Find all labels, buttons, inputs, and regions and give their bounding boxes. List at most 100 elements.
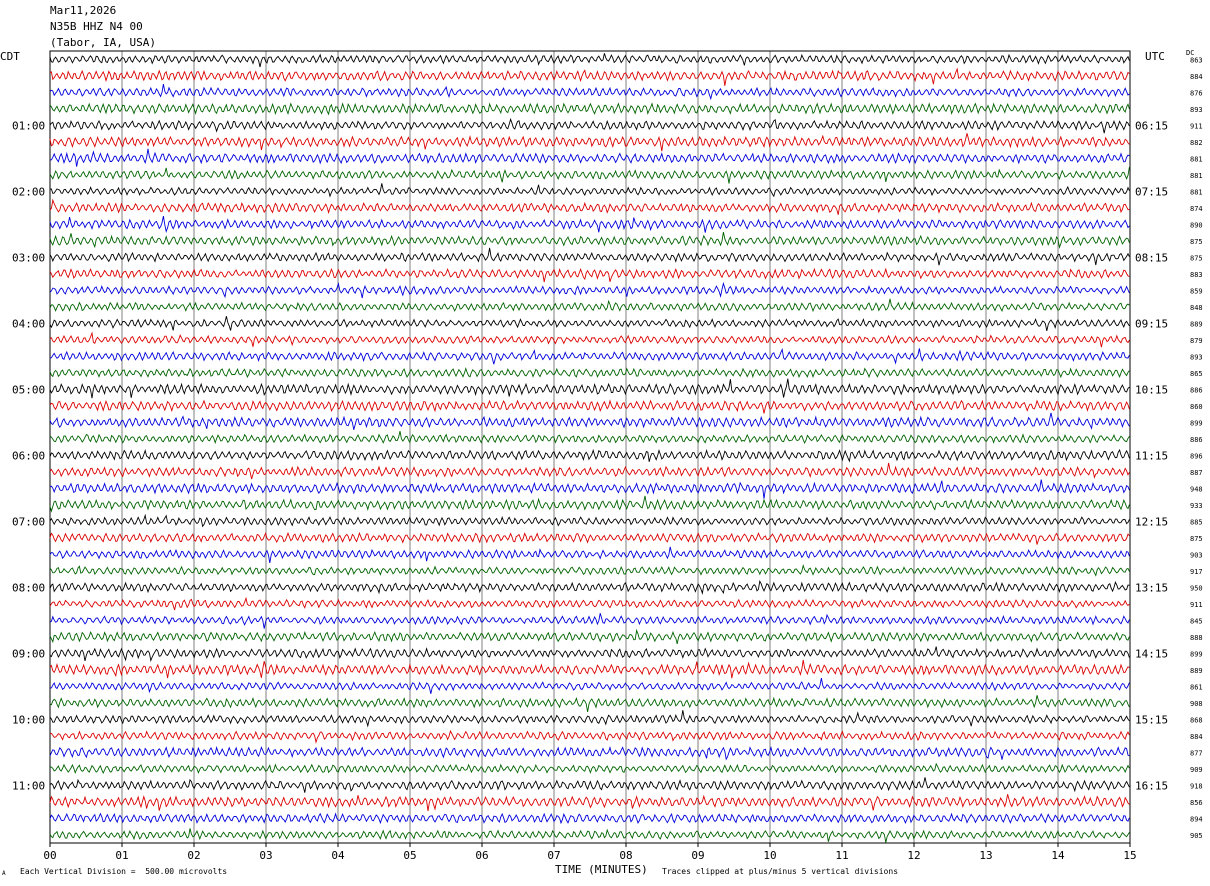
x-tick-label: 11 xyxy=(835,849,848,862)
seismic-trace xyxy=(49,298,1130,313)
seismic-trace xyxy=(49,710,1130,728)
seismic-trace xyxy=(49,546,1130,563)
dc-value-label: 933 xyxy=(1190,502,1203,510)
x-tick-label: 01 xyxy=(115,849,128,862)
dc-value-label: 882 xyxy=(1190,139,1203,147)
dc-value-label: 905 xyxy=(1190,832,1203,840)
cdt-hour-label: 03:00 xyxy=(12,251,45,264)
seismic-trace xyxy=(49,462,1130,480)
x-tick-label: 00 xyxy=(43,849,56,862)
left-timezone-label: CDT xyxy=(0,50,20,63)
corner-mark: A xyxy=(2,870,6,877)
header-location: (Tabor, IA, USA) xyxy=(50,36,156,49)
seismic-trace xyxy=(49,745,1130,761)
seismic-trace xyxy=(49,659,1130,679)
utc-hour-label: 16:15 xyxy=(1135,779,1168,792)
seismic-trace xyxy=(49,628,1130,645)
dc-value-label: 890 xyxy=(1190,221,1203,229)
seismic-trace xyxy=(49,232,1130,249)
x-tick-label: 09 xyxy=(691,849,704,862)
seismic-trace xyxy=(49,367,1130,379)
dc-value-label: 911 xyxy=(1190,122,1203,130)
seismic-trace xyxy=(49,564,1130,577)
cdt-hour-label: 05:00 xyxy=(12,383,45,396)
plot-frame xyxy=(49,50,1131,844)
x-tick-label: 10 xyxy=(763,849,776,862)
dc-value-label: 875 xyxy=(1190,238,1203,246)
dc-value-label: 881 xyxy=(1190,188,1203,196)
seismic-trace xyxy=(49,167,1130,184)
dc-value-label: 909 xyxy=(1190,766,1203,774)
seismic-trace xyxy=(49,102,1130,116)
dc-value-label: 896 xyxy=(1190,452,1203,460)
utc-hour-label: 13:15 xyxy=(1135,581,1168,594)
dc-value-label: 881 xyxy=(1190,155,1203,163)
dc-value-label: 948 xyxy=(1190,485,1203,493)
dc-value-label: 908 xyxy=(1190,700,1203,708)
utc-hour-label: 07:15 xyxy=(1135,185,1168,198)
seismic-trace xyxy=(50,183,1130,198)
dc-value-label: 883 xyxy=(1190,271,1203,279)
dc-value-label: 893 xyxy=(1190,353,1203,361)
seismic-trace xyxy=(49,777,1130,793)
seismic-trace xyxy=(49,513,1130,528)
dc-value-label: 845 xyxy=(1190,617,1203,625)
seismic-trace xyxy=(49,613,1130,629)
seismic-trace xyxy=(49,316,1130,331)
dc-value-label: 884 xyxy=(1190,733,1203,741)
dc-value-label: 863 xyxy=(1190,56,1203,64)
clip-note: Traces clipped at plus/minus 5 vertical … xyxy=(662,867,899,876)
x-tick-label: 15 xyxy=(1123,849,1136,862)
dc-value-label: 865 xyxy=(1190,370,1203,378)
x-tick-label: 13 xyxy=(979,849,992,862)
dc-value-label: 881 xyxy=(1190,172,1203,180)
seismic-trace xyxy=(49,331,1130,348)
dc-value-label: 886 xyxy=(1190,436,1203,444)
cdt-hour-label: 02:00 xyxy=(12,185,45,198)
seismic-trace xyxy=(49,84,1130,101)
seismic-trace xyxy=(49,812,1130,825)
seismic-trace xyxy=(49,53,1130,68)
seismic-trace xyxy=(49,378,1130,399)
seismic-trace xyxy=(49,596,1130,611)
x-tick-label: 07 xyxy=(547,849,560,862)
dc-value-label: 874 xyxy=(1190,205,1203,213)
x-tick-label: 06 xyxy=(475,849,488,862)
seismic-trace xyxy=(49,117,1130,134)
dc-value-label: 888 xyxy=(1190,634,1203,642)
dc-value-label: 950 xyxy=(1190,584,1203,592)
header-station: N35B HHZ N4 00 xyxy=(50,20,143,33)
dc-label: DC xyxy=(1186,49,1195,57)
dc-value-label: 899 xyxy=(1190,650,1203,658)
utc-hour-label: 15:15 xyxy=(1135,713,1168,726)
dc-value-label: 894 xyxy=(1190,815,1203,823)
seismic-trace xyxy=(49,267,1130,283)
x-axis-title: TIME (MINUTES) xyxy=(555,863,648,876)
dc-value-label: 893 xyxy=(1190,106,1203,114)
seismic-trace xyxy=(49,448,1130,463)
utc-hour-label: 10:15 xyxy=(1135,383,1168,396)
x-tick-label: 05 xyxy=(403,849,416,862)
seismic-trace xyxy=(49,198,1130,215)
dc-value-label: 899 xyxy=(1190,419,1203,427)
seismic-trace xyxy=(49,431,1130,445)
seismic-trace xyxy=(49,646,1130,663)
dc-value-label: 879 xyxy=(1190,337,1203,345)
dc-value-label: 887 xyxy=(1190,469,1203,477)
seismic-trace xyxy=(50,678,1130,694)
seismic-trace xyxy=(49,399,1130,414)
dc-value-label: 903 xyxy=(1190,551,1203,559)
dc-value-label: 860 xyxy=(1190,403,1203,411)
seismic-trace xyxy=(49,729,1130,744)
dc-value-label: 861 xyxy=(1190,683,1203,691)
seismic-trace xyxy=(49,695,1130,712)
x-tick-label: 08 xyxy=(619,849,632,862)
seismic-trace xyxy=(49,412,1130,430)
dc-value-label: 886 xyxy=(1190,386,1203,394)
seismic-trace xyxy=(49,133,1130,152)
seismic-trace xyxy=(49,347,1130,365)
dc-value-label: 918 xyxy=(1190,782,1203,790)
utc-hour-label: 06:15 xyxy=(1135,119,1168,132)
dc-value-label: 917 xyxy=(1190,568,1203,576)
